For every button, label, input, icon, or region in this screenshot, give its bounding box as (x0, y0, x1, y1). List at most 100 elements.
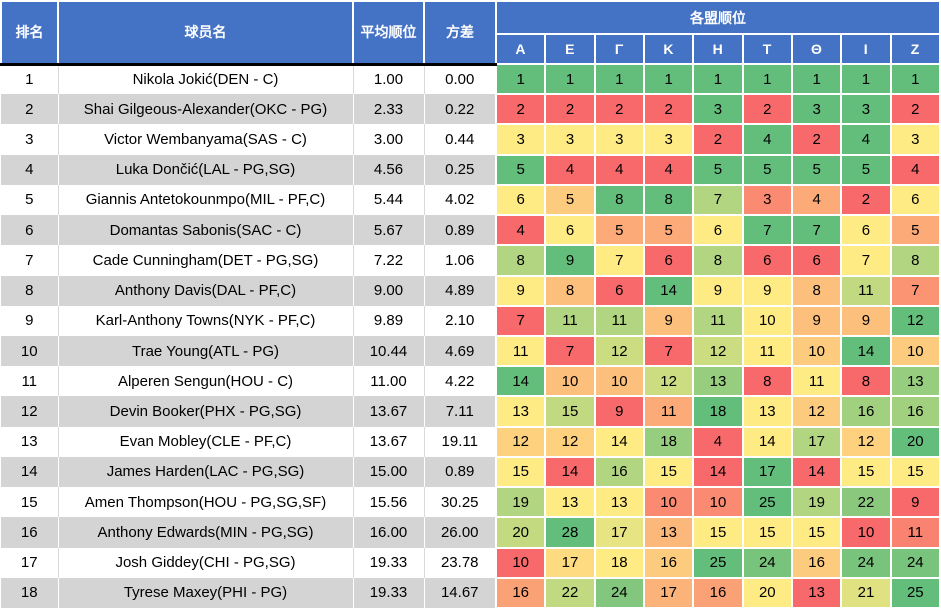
table-row: 3 Victor Wembanyama(SAS - C) 3.00 0.44 3… (1, 123, 941, 156)
league-rank-cell: 13 (741, 395, 793, 428)
league-rank-cell: 11 (494, 334, 547, 368)
player-name-cell: Anthony Davis(DAL - PF,C) (58, 275, 354, 306)
league-rank-cell: 6 (642, 244, 695, 277)
league-rank-cell: 12 (889, 304, 941, 337)
table-row: 17 Josh Giddey(CHI - PG,SG) 19.33 23.78 … (1, 546, 941, 579)
league-rank-cell: 6 (544, 214, 596, 247)
league-rank-cell: 15 (790, 516, 843, 549)
league-rank-cell: 20 (889, 425, 941, 458)
league-rank-cell: 5 (741, 153, 793, 186)
league-rank-cell: 14 (790, 455, 843, 489)
league-rank-cell: 7 (593, 244, 645, 277)
league-rank-cell: 5 (494, 153, 547, 186)
league-rank-cell: 11 (741, 334, 793, 368)
league-rank-cell: 5 (544, 183, 596, 217)
variance-cell: 0.89 (424, 215, 497, 246)
league-column-header: Τ (741, 33, 793, 65)
league-rank-cell: 24 (741, 546, 793, 579)
player-name-cell: Victor Wembanyama(SAS - C) (58, 124, 354, 155)
avg-rank-cell: 13.67 (353, 396, 425, 427)
league-rank-cell: 14 (593, 425, 645, 458)
league-rank-cell: 6 (692, 214, 744, 247)
league-rank-cell: 24 (593, 576, 645, 609)
table-row: 11 Alperen Sengun(HOU - C) 11.00 4.22 14… (1, 365, 941, 398)
avg-rank-cell: 15.00 (353, 456, 425, 488)
league-rank-cell: 15 (741, 516, 793, 549)
league-rank-cell: 9 (741, 274, 793, 307)
league-rank-cell: 11 (692, 304, 744, 337)
variance-cell: 0.44 (424, 124, 497, 155)
avg-rank-cell: 19.33 (353, 577, 425, 608)
league-rank-cell: 8 (642, 183, 695, 217)
league-rank-cell: 15 (692, 516, 744, 549)
variance-cell: 0.22 (424, 94, 497, 125)
league-rank-cell: 13 (889, 365, 941, 398)
league-rank-cell: 10 (840, 516, 892, 549)
rank-cell: 11 (1, 366, 59, 397)
league-column-header: Ζ (889, 33, 941, 65)
league-rank-cell: 4 (494, 214, 547, 247)
player-name-cell: Trae Young(ATL - PG) (58, 335, 354, 367)
league-rank-cell: 25 (692, 546, 744, 579)
rank-cell: 14 (1, 456, 59, 488)
league-rank-cell: 9 (642, 304, 695, 337)
league-rank-cell: 6 (741, 244, 793, 277)
player-name-cell: Shai Gilgeous-Alexander(OKC - PG) (58, 94, 354, 125)
rank-cell: 7 (1, 245, 59, 276)
league-rank-cell: 4 (840, 123, 892, 156)
league-rank-cell: 1 (494, 62, 547, 96)
table-row: 14 James Harden(LAC - PG,SG) 15.00 0.89 … (1, 455, 941, 489)
league-rank-cell: 15 (642, 455, 695, 489)
table-row: 15 Amen Thompson(HOU - PG,SG,SF) 15.56 3… (1, 486, 941, 519)
league-rank-cell: 5 (840, 153, 892, 186)
league-rank-cell: 3 (494, 123, 547, 156)
league-rank-cell: 13 (642, 516, 695, 549)
rank-cell: 3 (1, 124, 59, 155)
league-rank-cell: 12 (840, 425, 892, 458)
league-rank-cell: 7 (741, 214, 793, 247)
league-rank-cell: 8 (692, 244, 744, 277)
league-rank-cell: 4 (642, 153, 695, 186)
player-name-cell: Evan Mobley(CLE - PF,C) (58, 426, 354, 457)
league-rank-cell: 10 (741, 304, 793, 337)
league-rank-cell: 9 (544, 244, 596, 277)
league-rank-cell: 2 (741, 93, 793, 126)
variance-cell: 1.06 (424, 245, 497, 276)
avg-rank-cell: 9.00 (353, 275, 425, 306)
league-column-header: Ι (840, 33, 892, 65)
league-rank-cell: 11 (593, 304, 645, 337)
rank-cell: 5 (1, 184, 59, 216)
league-rank-cell: 14 (494, 365, 547, 398)
table-row: 7 Cade Cunningham(DET - PG,SG) 7.22 1.06… (1, 244, 941, 277)
league-rank-cell: 22 (840, 486, 892, 519)
league-rank-cell: 15 (544, 395, 596, 428)
player-name-cell: Anthony Edwards(MIN - PG,SG) (58, 517, 354, 548)
league-rank-cell: 10 (889, 334, 941, 368)
league-rank-cell: 21 (840, 576, 892, 609)
variance-cell: 4.69 (424, 335, 497, 367)
variance-cell: 2.10 (424, 305, 497, 336)
table-row: 13 Evan Mobley(CLE - PF,C) 13.67 19.11 1… (1, 425, 941, 458)
league-rank-cell: 2 (642, 93, 695, 126)
league-rank-cell: 18 (593, 546, 645, 579)
league-rank-cell: 5 (692, 153, 744, 186)
league-rank-cell: 11 (840, 274, 892, 307)
league-rank-cell: 10 (790, 334, 843, 368)
league-column-header: Ε (544, 33, 596, 65)
league-rank-cell: 10 (642, 486, 695, 519)
league-rank-cell: 12 (642, 365, 695, 398)
league-rank-cell: 14 (692, 455, 744, 489)
variance-cell: 0.00 (424, 64, 497, 95)
league-rank-cell: 2 (889, 93, 941, 126)
league-rank-cell: 9 (593, 395, 645, 428)
league-rank-cell: 16 (840, 395, 892, 428)
variance-cell: 7.11 (424, 396, 497, 427)
rank-cell: 2 (1, 94, 59, 125)
player-name-cell: Josh Giddey(CHI - PG,SG) (58, 547, 354, 578)
league-column-header: Α (494, 33, 547, 65)
